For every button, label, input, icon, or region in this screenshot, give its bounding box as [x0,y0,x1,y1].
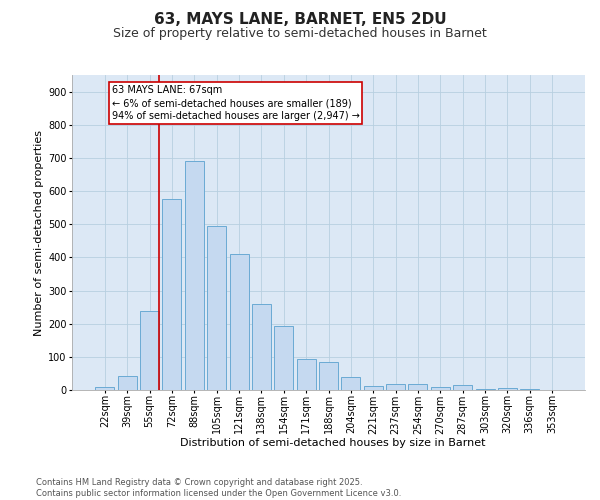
Bar [296,358,316,390]
Bar [140,311,159,390]
Bar [431,386,450,390]
Bar [498,388,517,390]
Text: 63, MAYS LANE, BARNET, EN5 2DU: 63, MAYS LANE, BARNET, EN5 2DU [154,12,446,28]
Bar [118,376,137,390]
Bar [364,386,383,390]
Bar [453,385,472,390]
Text: Contains HM Land Registry data © Crown copyright and database right 2025.
Contai: Contains HM Land Registry data © Crown c… [36,478,401,498]
Text: 63 MAYS LANE: 67sqm
← 6% of semi-detached houses are smaller (189)
94% of semi-d: 63 MAYS LANE: 67sqm ← 6% of semi-detache… [112,85,359,122]
Bar [207,226,226,390]
Bar [230,254,248,390]
Y-axis label: Number of semi-detached properties: Number of semi-detached properties [34,130,44,336]
Text: Distribution of semi-detached houses by size in Barnet: Distribution of semi-detached houses by … [180,438,486,448]
Bar [252,304,271,390]
Bar [185,161,204,390]
Bar [163,200,181,390]
Bar [319,362,338,390]
Bar [341,378,361,390]
Text: Size of property relative to semi-detached houses in Barnet: Size of property relative to semi-detach… [113,28,487,40]
Bar [274,326,293,390]
Bar [95,388,115,390]
Bar [409,384,427,390]
Bar [386,384,405,390]
